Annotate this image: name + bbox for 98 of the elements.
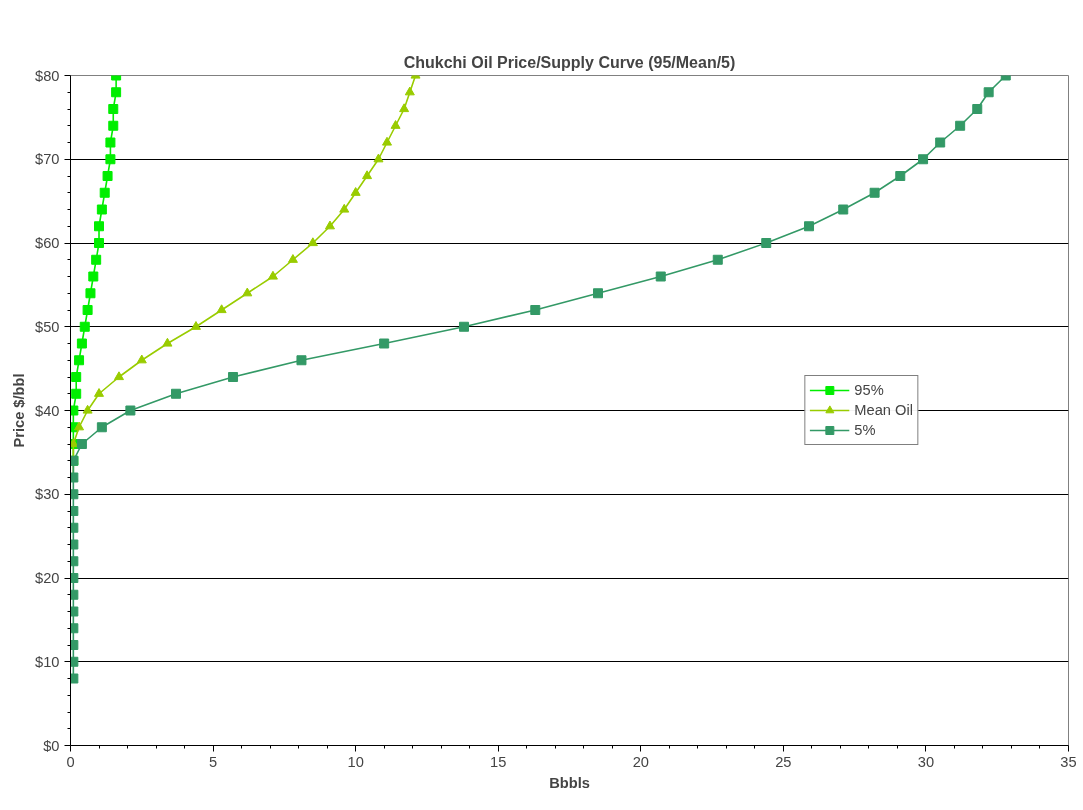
point (102, 171, 113, 181)
point (99, 187, 110, 198)
point (242, 287, 253, 297)
point (530, 305, 541, 315)
y-tick-label: $0 (43, 737, 60, 754)
chart-title: Chukchi Oil Price/Supply Curve (95/Mean/5) (403, 53, 736, 71)
point (74, 421, 85, 431)
point (111, 87, 122, 98)
point (96, 204, 107, 215)
y-tick-label: $80 (35, 67, 60, 84)
point (74, 355, 85, 366)
point (712, 254, 723, 265)
point (296, 355, 307, 366)
y-tick-label: $60 (35, 235, 60, 251)
point (339, 203, 350, 213)
point (96, 422, 107, 433)
x-tick-label: 25 (775, 753, 792, 770)
y-tick-label: $40 (35, 402, 60, 419)
y-tick-label: $10 (35, 653, 60, 670)
point (82, 305, 93, 315)
point (70, 405, 79, 416)
point (362, 170, 373, 180)
point (70, 606, 79, 617)
point (82, 404, 93, 414)
legend-label: Mean Oil (854, 402, 913, 418)
point (94, 238, 105, 248)
point (404, 86, 415, 96)
point (70, 573, 79, 583)
point (108, 104, 119, 114)
point (382, 136, 393, 146)
y-axis-title: Price $/bbl (11, 373, 28, 448)
point (108, 120, 119, 131)
point (70, 656, 79, 667)
x-tick-label: 10 (347, 753, 364, 770)
y-tick-label: $50 (35, 318, 60, 335)
point (459, 321, 469, 332)
point (70, 489, 79, 500)
point (838, 204, 849, 215)
point (136, 354, 147, 364)
point (390, 120, 401, 129)
point (94, 388, 105, 397)
point (761, 238, 772, 248)
y-tick-label: $20 (35, 570, 60, 586)
x-tick-label: 20 (632, 753, 649, 770)
point (171, 388, 181, 399)
point (379, 338, 390, 349)
point (655, 271, 666, 282)
point (70, 640, 79, 650)
point (70, 506, 79, 516)
point (76, 439, 87, 449)
point (76, 338, 87, 349)
point (94, 221, 105, 232)
point (91, 254, 102, 265)
point (105, 137, 116, 148)
point (324, 220, 335, 230)
x-tick-label: 15 (490, 753, 507, 770)
point (955, 120, 966, 131)
point (71, 388, 82, 399)
point (895, 171, 906, 181)
point (105, 154, 116, 165)
x-tick-label: 35 (1060, 753, 1077, 770)
point (70, 673, 79, 684)
point (71, 372, 82, 382)
x-tick-label: 30 (917, 753, 935, 770)
point (267, 270, 278, 280)
point (228, 372, 239, 382)
point (804, 221, 815, 232)
point (216, 304, 227, 314)
y-tick-label: $70 (35, 151, 60, 168)
point (972, 104, 983, 114)
point (70, 589, 79, 600)
point (373, 153, 384, 163)
point (113, 371, 124, 381)
point (85, 288, 96, 299)
x-tick-label: 0 (66, 753, 75, 770)
y-tick-label: $30 (35, 486, 60, 503)
point (190, 321, 201, 330)
point (70, 623, 79, 634)
point (70, 522, 79, 533)
point (869, 187, 880, 198)
x-tick-label: 5 (209, 753, 218, 770)
point (162, 337, 173, 347)
point (79, 321, 90, 332)
point (918, 154, 929, 165)
point (593, 288, 604, 299)
point (935, 137, 946, 148)
point (88, 271, 99, 282)
point (70, 556, 79, 567)
point (287, 254, 298, 263)
point (399, 103, 410, 113)
point (70, 539, 79, 550)
point (983, 87, 994, 98)
point (125, 405, 136, 416)
point (307, 237, 318, 247)
point (350, 187, 361, 196)
x-axis-title: Bbbls (549, 774, 590, 791)
legend-label: 95% (854, 382, 884, 398)
legend-label: 5% (854, 422, 876, 438)
